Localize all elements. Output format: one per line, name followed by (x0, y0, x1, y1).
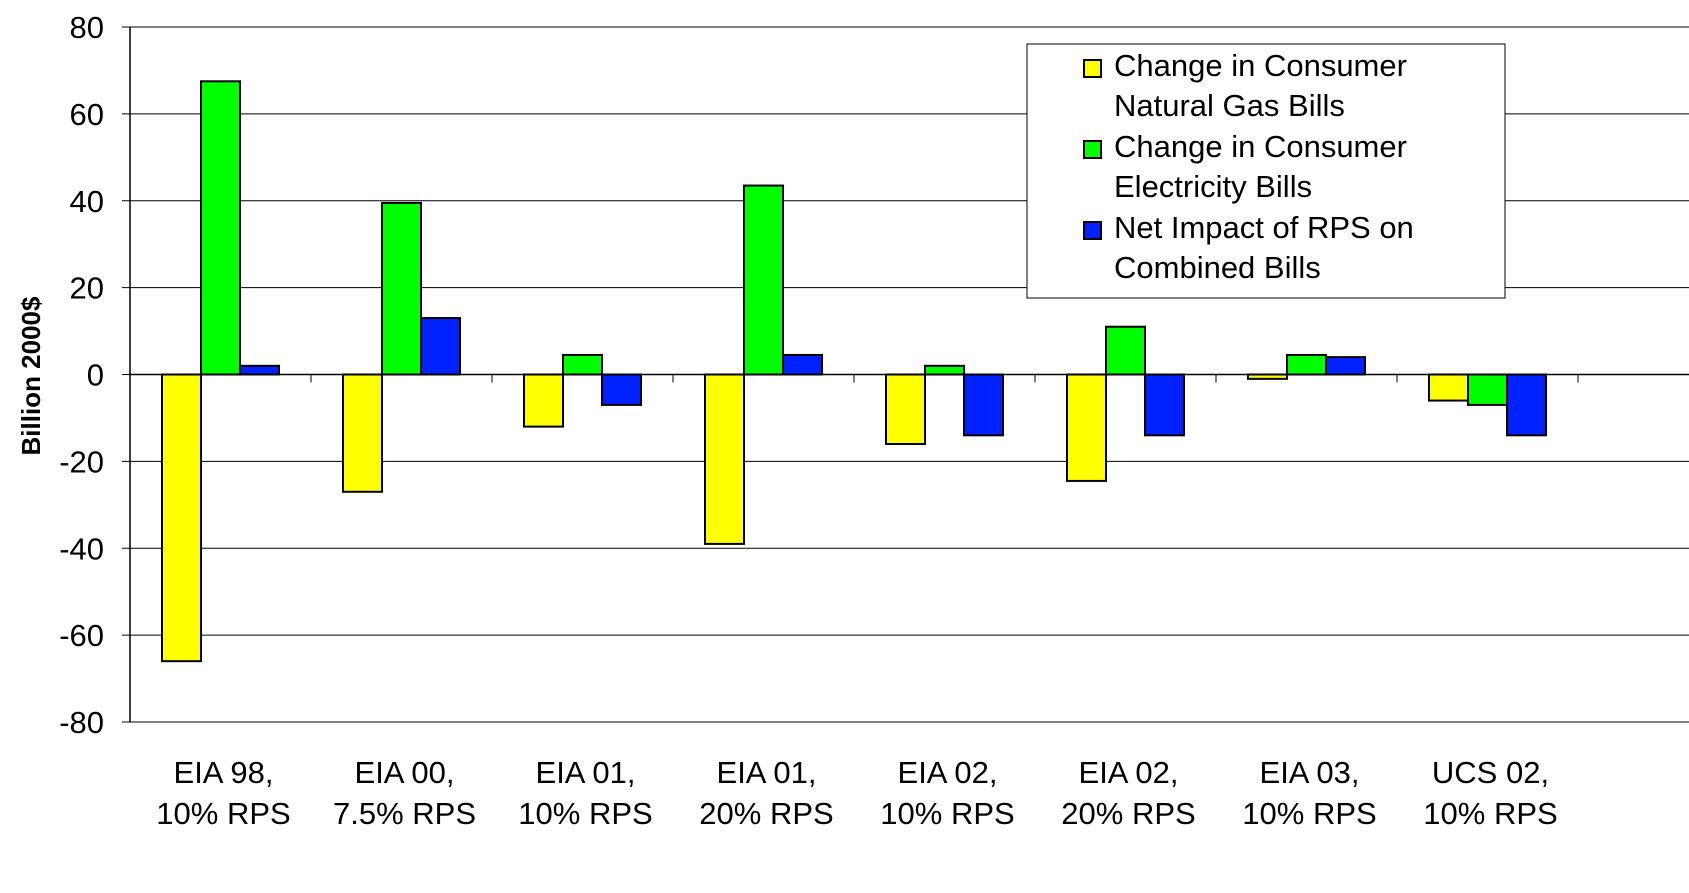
bar-2-3 (562, 353, 603, 376)
bar-3-1 (239, 364, 280, 376)
x-tick-label: EIA 03, 10% RPS (1242, 755, 1376, 831)
bar-1-2 (342, 373, 383, 493)
legend-swatch (1083, 59, 1102, 78)
y-tick-label: -60 (59, 618, 104, 653)
y-tick-labels: -80 -60 -40 -20 0 20 40 60 80 (59, 10, 104, 740)
bar-3-6 (1144, 373, 1185, 437)
x-tick-label: EIA 02, 20% RPS (1061, 755, 1195, 831)
legend-label: Change in Consumer Natural Gas Bills (1114, 48, 1407, 123)
legend: Change in Consumer Natural Gas BillsChang… (1026, 43, 1506, 299)
x-tick-label: EIA 98, 10% RPS (156, 755, 290, 831)
bar-1-7 (1247, 373, 1288, 380)
legend-box (1026, 43, 1506, 299)
legend-label: Net Impact of RPS on Combined Bills (1114, 210, 1414, 285)
bar-2-8 (1467, 373, 1508, 406)
bar-2-7 (1286, 353, 1327, 376)
y-tick-label: -20 (59, 444, 104, 479)
legend-swatch (1083, 221, 1102, 240)
bar-2-1 (200, 80, 241, 376)
bar-3-8 (1506, 373, 1547, 437)
legend-label: Change in Consumer Electricity Bills (1114, 129, 1407, 204)
bar-2-5 (924, 364, 965, 376)
bar-2-2 (381, 201, 422, 376)
bar-3-2 (420, 317, 461, 376)
y-tick-label: 60 (70, 97, 104, 132)
x-tick-labels: EIA 98, 10% RPS EIA 00, 7.5% RPS EIA 01, 10% … (156, 755, 1557, 831)
bar-1-4 (704, 373, 745, 545)
y-tick-label: 80 (70, 10, 104, 45)
bars (161, 80, 1547, 663)
bar-1-1 (161, 373, 202, 663)
bar-2-6 (1105, 325, 1146, 376)
x-tick-label: EIA 01, 10% RPS (518, 755, 652, 831)
bar-3-5 (963, 373, 1004, 437)
x-tick-label: UCS 02, 10% RPS (1423, 755, 1557, 831)
x-tick-label: EIA 02, 10% RPS (880, 755, 1014, 831)
bar-3-7 (1325, 356, 1366, 376)
y-tick-label: -40 (59, 531, 104, 566)
bar-1-5 (885, 373, 926, 445)
y-tick-label: 40 (70, 184, 104, 219)
bar-1-6 (1066, 373, 1107, 482)
bar-3-4 (782, 353, 823, 376)
x-tick-label: EIA 01, 20% RPS (699, 755, 833, 831)
bar-1-8 (1428, 373, 1469, 402)
legend-swatch (1083, 140, 1102, 159)
bar-3-3 (601, 373, 642, 406)
y-tick-label: 0 (87, 358, 104, 393)
bar-1-3 (523, 373, 564, 428)
y-axis-title: Billion 2000$ (16, 296, 46, 455)
y-tick-label: -80 (59, 705, 104, 740)
bar-2-4 (743, 184, 784, 376)
y-tick-label: 20 (70, 271, 104, 306)
x-tick-label: EIA 00, 7.5% RPS (333, 755, 476, 831)
